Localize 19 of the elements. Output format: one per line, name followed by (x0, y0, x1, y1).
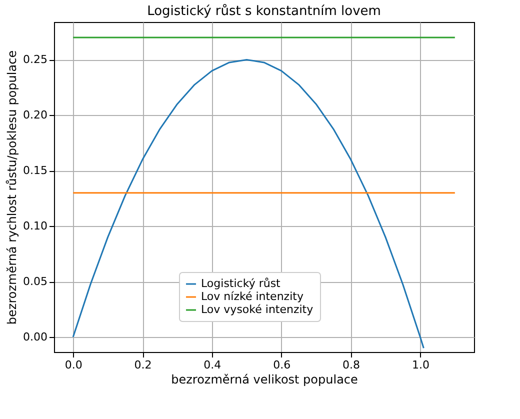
x-tick-label: 0.6 (273, 358, 291, 372)
x-tick-label: 0.8 (342, 358, 360, 372)
x-axis-title: bezrozměrná velikost populace (171, 372, 358, 386)
y-tick-label: 0.10 (23, 220, 48, 233)
x-tick-label: 0.4 (204, 358, 222, 372)
y-tick-label: 0.20 (23, 108, 48, 122)
x-tick-label: 1.0 (412, 358, 430, 372)
y-tick-label: 0.00 (23, 330, 48, 344)
x-tick-label: 0.0 (64, 358, 82, 372)
legend-label: Logistický růst (201, 277, 282, 290)
y-tick-label: 0.25 (23, 53, 48, 66)
y-axis-title: bezrozměrná rychlost růstu/poklesu populace (5, 50, 20, 325)
x-tick-label: 0.2 (134, 358, 152, 372)
legend-label: Lov vysoké intenzity (201, 303, 314, 316)
legend-label: Lov nízké intenzity (201, 290, 304, 303)
chart-title: Logistický růst s konstantním lovem (147, 3, 381, 19)
y-tick-label: 0.15 (23, 164, 48, 178)
line-series (72, 58, 424, 349)
y-tick-label: 0.05 (23, 275, 48, 288)
